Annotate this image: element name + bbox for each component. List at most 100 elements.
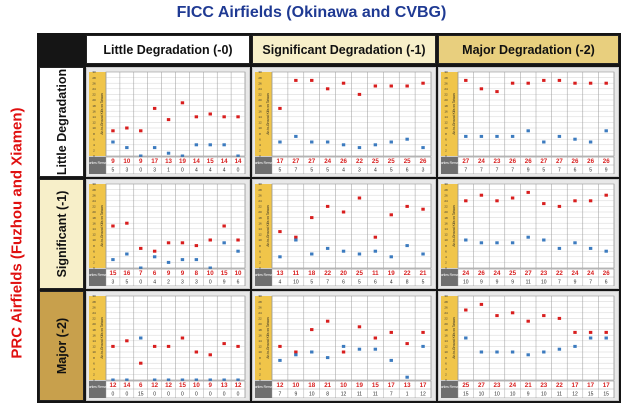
table-value-red: 24	[494, 270, 501, 277]
y-tick-label: 14	[444, 227, 448, 231]
y-tick-label: 12	[92, 345, 96, 349]
y-tick-label: 6	[445, 249, 447, 253]
blue-data-point	[278, 358, 282, 362]
table-value-blue: 0	[223, 391, 226, 397]
blue-data-point	[111, 258, 115, 262]
y-tick-label: 24	[92, 87, 96, 91]
y-tick-label: 4	[259, 255, 261, 259]
blue-data-point	[479, 241, 484, 245]
blue-data-point	[310, 252, 314, 256]
table-value-blue: 4	[195, 167, 198, 173]
red-data-point	[125, 339, 129, 343]
row-header-little: Little Degradation	[39, 67, 84, 177]
red-data-point	[557, 204, 562, 208]
blue-data-point	[294, 353, 298, 357]
y-axis-label: Air-to-Ground Kills on Taiwan	[452, 317, 456, 358]
scatter-chart: Air-to-Ground Kills on Taiwan02468101214…	[441, 70, 615, 174]
table-value-blue: 9	[496, 279, 499, 285]
y-tick-label: 4	[259, 367, 261, 371]
scatter-chart: Air-to-Ground Kills on Taiwan02468101214…	[441, 294, 615, 398]
y-tick-label: 4	[93, 143, 95, 147]
y-tick-label: 10	[92, 238, 96, 242]
table-value-blue: 4	[390, 279, 393, 285]
blue-data-point	[510, 241, 515, 245]
y-tick-label: 0	[93, 378, 95, 382]
blue-data-point	[542, 350, 546, 354]
table-value-blue: 1	[406, 391, 409, 397]
table-value-red: 7	[139, 270, 143, 277]
table-value-red: 24	[478, 158, 485, 165]
y-tick-label: 0	[259, 266, 261, 270]
table-value-blue: 10	[463, 279, 469, 285]
y-tick-label: 30	[92, 294, 96, 298]
blue-data-point	[180, 258, 185, 262]
blue-data-point	[310, 140, 314, 144]
y-tick-label: 6	[93, 249, 95, 253]
table-value-blue: 10	[494, 391, 500, 397]
table-value-blue: 3	[181, 279, 184, 285]
table-label: Air Sorties Remaining	[89, 273, 114, 277]
table-value-blue: 9	[511, 279, 514, 285]
red-data-point	[557, 316, 562, 320]
table-value-red: 8	[195, 270, 199, 277]
table-value-blue: 4	[279, 279, 282, 285]
red-data-point	[588, 81, 593, 85]
table-label-box	[441, 381, 458, 398]
red-data-point	[357, 325, 362, 329]
blue-data-point	[278, 140, 282, 144]
y-tick-label: 28	[258, 76, 262, 80]
y-axis-strip	[89, 296, 106, 380]
red-data-point	[542, 202, 546, 206]
y-tick-label: 4	[93, 367, 95, 371]
y-axis-label: Air-to-Ground Kills on Taiwan	[100, 93, 104, 134]
blue-data-point	[180, 154, 185, 158]
blue-data-point	[405, 375, 409, 379]
table-value-red: 27	[308, 158, 315, 165]
y-tick-label: 16	[92, 333, 96, 337]
blue-data-point	[526, 235, 530, 239]
y-tick-label: 10	[258, 350, 262, 354]
blue-data-point	[464, 238, 468, 242]
table-value-blue: 0	[209, 279, 212, 285]
blue-data-point	[236, 249, 240, 253]
blue-data-point	[421, 146, 425, 150]
y-tick-label: 20	[444, 210, 448, 214]
y-tick-label: 2	[445, 149, 447, 153]
y-tick-label: 26	[444, 81, 448, 85]
table-value-blue: 4	[342, 167, 345, 173]
blue-data-point	[357, 252, 362, 256]
y-tick-label: 14	[258, 227, 262, 231]
red-data-point	[464, 199, 468, 203]
blue-data-point	[166, 378, 171, 382]
red-data-point	[152, 249, 157, 253]
red-data-point	[111, 224, 115, 228]
table-value-red: 13	[404, 382, 411, 389]
red-data-point	[139, 246, 143, 250]
blue-data-point	[557, 246, 562, 250]
table-value-red: 20	[340, 270, 347, 277]
table-value-blue: 6	[574, 167, 577, 173]
table-value-red: 24	[462, 270, 469, 277]
table-value-red: 24	[509, 382, 516, 389]
table-value-blue: 6	[406, 167, 409, 173]
row-header-label: Major (-2)	[54, 317, 69, 375]
blue-data-point	[588, 140, 593, 144]
blue-data-point	[557, 134, 562, 138]
table-value-red: 10	[123, 158, 130, 165]
y-tick-label: 0	[93, 266, 95, 270]
red-data-point	[180, 241, 185, 245]
y-tick-label: 22	[92, 317, 96, 321]
y-tick-label: 26	[444, 305, 448, 309]
table-value-red: 12	[110, 382, 117, 389]
table-value-blue: 0	[237, 391, 240, 397]
table-label-box	[89, 381, 106, 398]
table-value-blue: 8	[326, 391, 329, 397]
table-value-blue: 4	[374, 167, 377, 173]
red-data-point	[341, 350, 346, 354]
y-tick-label: 20	[444, 98, 448, 102]
table-label: Air Sorties Remaining	[255, 273, 280, 277]
table-value-red: 26	[525, 158, 532, 165]
y-tick-label: 6	[93, 137, 95, 141]
red-data-point	[510, 196, 515, 200]
red-data-point	[573, 199, 577, 203]
